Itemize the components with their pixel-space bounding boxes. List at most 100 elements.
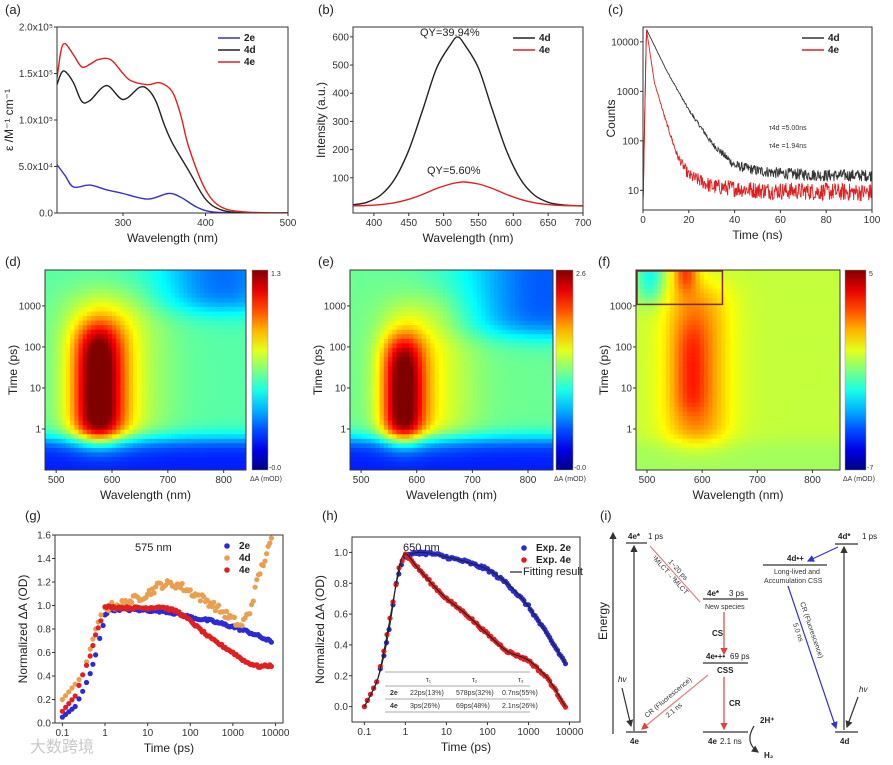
heatmap-cell: [99, 388, 105, 394]
heatmap-cell: [708, 429, 714, 435]
heatmap-cell: [229, 447, 235, 453]
heatmap-cell: [166, 429, 172, 435]
heatmap-cell: [780, 465, 786, 470]
heatmap-cell: [767, 442, 773, 448]
heatmap-cell: [527, 456, 533, 462]
heatmap-cell: [468, 374, 474, 380]
heatmap-cell: [95, 374, 101, 380]
heatmap-cell: [540, 406, 546, 412]
heatmap-cell: [179, 365, 184, 371]
heatmap-cell: [443, 279, 448, 285]
heatmap-cell: [388, 406, 393, 412]
heatmap-cell: [510, 370, 516, 376]
heatmap-cell: [99, 297, 105, 303]
heatmap-cell: [383, 279, 389, 285]
heatmap-cell: [371, 383, 376, 389]
heatmap-cell: [434, 306, 440, 312]
heatmap-cell: [653, 410, 658, 417]
heatmap-cell: [704, 424, 709, 430]
heatmap-cell: [409, 315, 415, 321]
heatmap-cell: [371, 406, 376, 412]
heatmap-cell: [514, 338, 520, 344]
heatmap-cell: [162, 406, 168, 412]
heatmap-cell: [132, 301, 138, 307]
heatmap-cell: [755, 442, 760, 448]
heatmap-cell: [220, 424, 226, 430]
heatmap-cell: [162, 342, 168, 348]
heatmap-cell: [149, 288, 155, 294]
heatmap-cell: [400, 274, 406, 280]
heatmap-cell: [107, 342, 113, 348]
heatmap-cell: [443, 451, 448, 457]
heatmap-cell: [536, 297, 541, 303]
heatmap-cell: [653, 420, 658, 426]
heatmap-cell: [120, 410, 126, 417]
heatmap-cell: [132, 324, 138, 330]
heatmap-cell: [430, 270, 436, 276]
heatmap-cell: [396, 392, 402, 398]
heatmap-cell: [199, 283, 205, 289]
heatmap-cell: [810, 438, 816, 444]
heatmap-cell: [506, 447, 512, 453]
heatmap-cell: [776, 420, 782, 426]
heatmap-cell: [195, 433, 201, 439]
heatmap-cell: [755, 433, 760, 439]
heatmap-cell: [695, 447, 701, 453]
heatmap-cell: [443, 379, 448, 385]
heatmap-cell: [472, 301, 478, 307]
heatmap-cell: [806, 460, 811, 467]
heatmap-cell: [438, 429, 444, 435]
heatmap-cell: [434, 279, 440, 285]
heatmap-cell: [472, 324, 478, 330]
heatmap-cell: [481, 351, 486, 357]
heatmap-cell: [514, 297, 520, 303]
heatmap-cell: [137, 392, 142, 398]
heatmap-cell: [502, 424, 508, 430]
heatmap-cell: [687, 424, 692, 430]
heatmap-cell: [179, 424, 184, 430]
heatmap-cell: [199, 320, 205, 326]
heatmap-cell: [657, 447, 663, 453]
heatmap-cell: [413, 274, 419, 280]
y-tick-label: 10000: [611, 37, 639, 48]
heatmap-cell: [107, 465, 113, 470]
heatmap-cell: [699, 438, 705, 444]
heatmap-cell: [95, 347, 101, 353]
heatmap-cell: [536, 333, 541, 339]
heatmap-cell: [216, 392, 222, 398]
heatmap-cell: [158, 456, 163, 462]
heatmap-cell: [438, 379, 444, 385]
heatmap-cell: [65, 329, 71, 335]
heatmap-cell: [141, 315, 147, 321]
heatmap-cell: [162, 351, 168, 357]
heatmap-cell: [831, 424, 837, 430]
heatmap-cell: [74, 365, 80, 371]
heatmap-cell: [179, 415, 184, 421]
heatmap-cell: [438, 329, 444, 335]
heatmap-cell: [65, 338, 71, 344]
heatmap-cell: [57, 429, 63, 435]
heatmap-cell: [162, 424, 168, 430]
heatmap-cell: [548, 401, 553, 407]
heatmap-cell: [421, 442, 427, 448]
heatmap-cell: [120, 415, 126, 421]
heatmap-cell: [70, 415, 75, 421]
heatmap-cell: [65, 424, 71, 430]
heatmap-cell: [350, 401, 355, 407]
annotation: τ4e =1.94ns: [769, 143, 807, 150]
heatmap-cell: [237, 397, 243, 403]
heatmap-cell: [691, 460, 697, 467]
heatmap-cell: [170, 388, 176, 394]
heatmap-cell: [82, 320, 88, 326]
plot-frame: [642, 26, 873, 211]
heatmap-cell: [179, 329, 184, 335]
heatmap-cell: [523, 283, 529, 289]
heatmap-cell: [225, 292, 230, 298]
heatmap-cell: [170, 270, 176, 276]
heatmap-cell: [137, 379, 142, 385]
heatmap-cell: [519, 406, 524, 412]
heatmap-cell: [199, 306, 205, 312]
heatmap-cell: [158, 370, 163, 376]
heatmap-cell: [827, 451, 833, 457]
heatmap-cell: [358, 279, 364, 285]
